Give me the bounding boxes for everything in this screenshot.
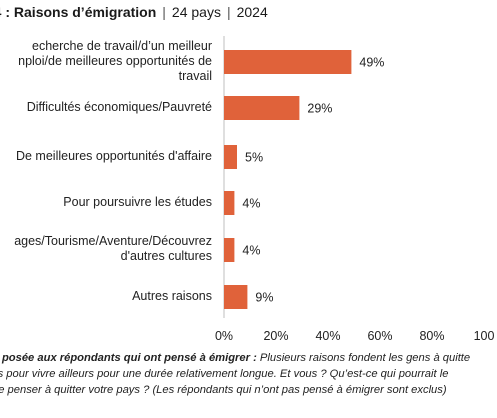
x-tick-label: 0% bbox=[215, 329, 233, 343]
bar bbox=[224, 145, 237, 169]
category-label-line: Autres raisons bbox=[132, 288, 212, 303]
data-label: 49% bbox=[359, 56, 384, 70]
category-label-line: travail bbox=[178, 68, 212, 83]
question-note: n posée aux répondants qui ont pensé à é… bbox=[0, 350, 497, 398]
category-label: Autres raisons bbox=[132, 289, 212, 304]
data-label: 4% bbox=[242, 197, 260, 211]
bar bbox=[224, 238, 235, 262]
category-label: ages/Tourisme/Aventure/Découvrez d'autres… bbox=[14, 234, 212, 264]
x-tick-label: 20% bbox=[263, 329, 288, 343]
data-label: 4% bbox=[242, 244, 260, 258]
title-separator-1: | bbox=[162, 4, 166, 20]
chart-title: e 4 : Raisons d’émigration | 24 pays | 2024 bbox=[0, 0, 268, 24]
note-line-3: ire penser à quitter votre pays ? (Les r… bbox=[0, 384, 447, 396]
survey-year: 2024 bbox=[236, 4, 268, 20]
category-label-line: Pour poursuivre les études bbox=[63, 194, 212, 209]
category-label: Difficultés économiques/Pauvreté bbox=[27, 100, 212, 115]
category-label-line: De meilleures opportunités d'affaire bbox=[15, 148, 212, 163]
category-label-line: Difficultés économiques/Pauvreté bbox=[26, 99, 212, 114]
data-label: 5% bbox=[245, 151, 263, 165]
data-label: 9% bbox=[255, 291, 273, 305]
data-label: 29% bbox=[307, 102, 332, 116]
bar bbox=[224, 191, 235, 215]
title-separator-2: | bbox=[226, 4, 231, 20]
sample-size: 24 pays bbox=[171, 4, 221, 20]
note-question-text: Plusieurs raisons fondent les gens à qui… bbox=[256, 352, 471, 364]
note-line-1: n posée aux répondants qui ont pensé à é… bbox=[0, 350, 497, 366]
x-tick-label: 100 bbox=[474, 329, 495, 343]
note-line-2: ys pour vivre ailleurs pour une durée re… bbox=[0, 368, 449, 380]
category-label-line: nploi/de meilleures opportunités de bbox=[18, 53, 212, 68]
x-tick-label: 80% bbox=[419, 329, 444, 343]
figure-ref: e 4 : Raisons d’émigration bbox=[0, 4, 157, 20]
x-tick-label: 40% bbox=[315, 329, 340, 343]
x-tick-label: 60% bbox=[367, 329, 392, 343]
bar bbox=[224, 285, 248, 309]
category-label-line: d'autres cultures bbox=[120, 249, 212, 263]
note-question-lead: n posée aux répondants qui ont pensé à é… bbox=[0, 352, 257, 364]
bar-chart: 49% 29% 5% 4% 4% 9% 0% 20% 40% 60% 80% 100 bbox=[215, 36, 495, 343]
category-label: De meilleures opportunités d'affaire bbox=[16, 149, 212, 164]
bar bbox=[224, 96, 300, 120]
category-label-line: ages/Tourisme/Aventure/Découvrez bbox=[14, 234, 212, 248]
category-label-line: echerche de travail/d’un meilleur bbox=[32, 38, 212, 53]
category-label: echerche de travail/d’un meilleur nploi/d… bbox=[18, 39, 212, 84]
category-label: Pour poursuivre les études bbox=[63, 195, 212, 210]
bar bbox=[224, 50, 352, 74]
